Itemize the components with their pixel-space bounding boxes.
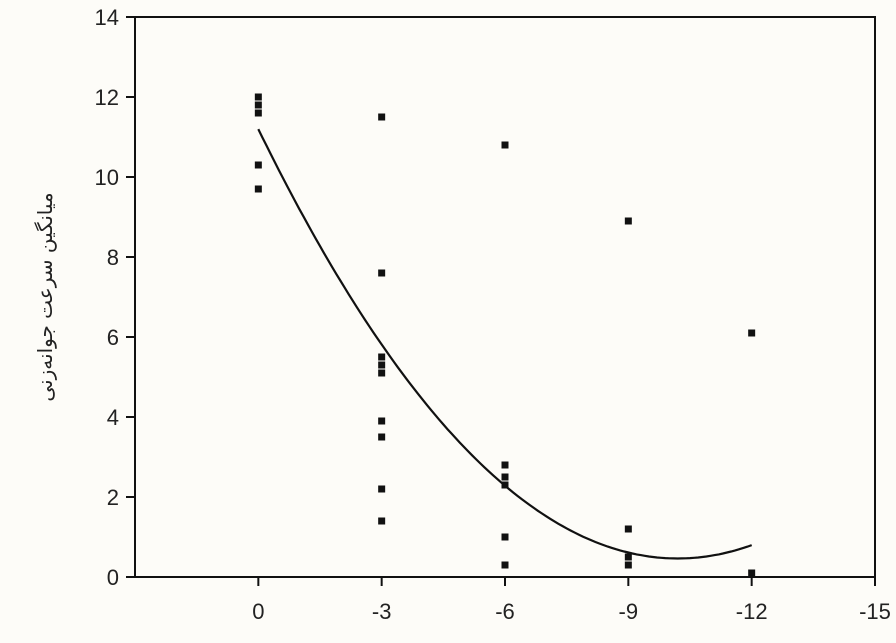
y-tick-label: 2 [107, 485, 119, 510]
x-tick-label: -9 [619, 599, 639, 624]
data-point [501, 461, 509, 469]
y-tick-label: 8 [107, 245, 119, 270]
x-axis: 0 -3 -6 -9 -12 -15 [252, 577, 891, 624]
data-point [378, 485, 386, 493]
data-point [254, 101, 262, 109]
y-tick-label: 6 [107, 325, 119, 350]
x-tick-label: -12 [736, 599, 768, 624]
data-point [378, 433, 386, 441]
data-points [254, 93, 756, 577]
x-tick-label: -15 [859, 599, 891, 624]
data-point [624, 553, 632, 561]
data-point [624, 525, 632, 533]
x-tick-label: -6 [495, 599, 515, 624]
data-point [501, 533, 509, 541]
data-point [378, 369, 386, 377]
data-point [378, 269, 386, 277]
data-point [378, 417, 386, 425]
data-point [378, 113, 386, 121]
y-tick-label: 0 [107, 565, 119, 590]
x-tick-label: -3 [372, 599, 392, 624]
fit-curve [257, 128, 753, 560]
data-point [624, 217, 632, 225]
data-point [748, 329, 756, 337]
data-point [254, 93, 262, 101]
data-point [254, 109, 262, 117]
data-point [748, 569, 756, 577]
y-axis: 0 2 4 6 8 10 12 14 [95, 5, 135, 590]
y-axis-title: میانگین سرعت جوانه‌زنی [33, 192, 57, 401]
data-point [254, 185, 262, 193]
data-point [378, 517, 386, 525]
data-point [624, 561, 632, 569]
data-point [501, 481, 509, 489]
y-tick-label: 4 [107, 405, 119, 430]
y-tick-label: 14 [95, 5, 119, 30]
data-point [501, 141, 509, 149]
data-point [378, 361, 386, 369]
data-point [254, 161, 262, 169]
y-tick-label: 10 [95, 165, 119, 190]
plot-frame [134, 16, 876, 578]
data-point [378, 353, 386, 361]
y-tick-label: 12 [95, 85, 119, 110]
data-point [501, 561, 509, 569]
x-tick-label: 0 [252, 599, 264, 624]
data-point [501, 473, 509, 481]
